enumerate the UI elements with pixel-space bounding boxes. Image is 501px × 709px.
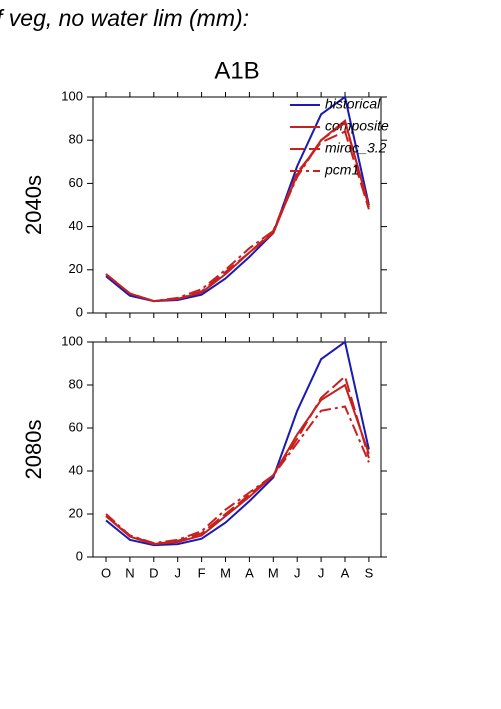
x-tick-label: N: [125, 565, 134, 580]
series-line: [105, 340, 370, 547]
legend-label: historical: [325, 96, 381, 112]
y-tick-label: 20: [69, 505, 83, 520]
y-tick-label: 0: [76, 548, 83, 563]
plot-frame: [92, 96, 382, 314]
y-tick-label: 80: [69, 132, 83, 147]
series-line: [105, 121, 370, 303]
x-tick-label: A: [245, 565, 254, 580]
y-tick-label: 20: [69, 261, 83, 276]
x-tick-label: J: [318, 565, 325, 580]
x-tick-label: F: [198, 565, 206, 580]
plot-frame: [92, 341, 382, 558]
y-axis-label: 2080s: [21, 420, 46, 480]
x-tick-label: J: [294, 565, 301, 580]
y-tick-label: 80: [69, 376, 83, 391]
y-tick-label: 60: [69, 419, 83, 434]
y-tick-label: 100: [61, 88, 83, 103]
x-tick-label: D: [149, 565, 158, 580]
x-tick-label: M: [268, 565, 279, 580]
y-tick-label: 100: [61, 333, 83, 348]
y-axis-label: 2040s: [21, 175, 46, 235]
series-line: [105, 130, 370, 303]
page-title: f veg, no water lim (mm):: [0, 5, 249, 31]
chart-title: A1B: [214, 57, 259, 84]
legend-label: pcm1: [324, 162, 359, 178]
y-tick-label: 40: [69, 218, 83, 233]
legend-label: miroc_3.2: [325, 140, 387, 156]
legend-label: composite: [325, 118, 389, 134]
x-tick-label: O: [101, 565, 111, 580]
y-tick-label: 60: [69, 175, 83, 190]
y-tick-label: 40: [69, 462, 83, 477]
series-line: [105, 374, 370, 546]
series-line: [105, 405, 370, 545]
x-tick-label: S: [365, 565, 374, 580]
x-tick-label: A: [341, 565, 350, 580]
y-tick-label: 0: [76, 304, 83, 319]
x-tick-label: M: [220, 565, 231, 580]
x-tick-label: J: [174, 565, 181, 580]
